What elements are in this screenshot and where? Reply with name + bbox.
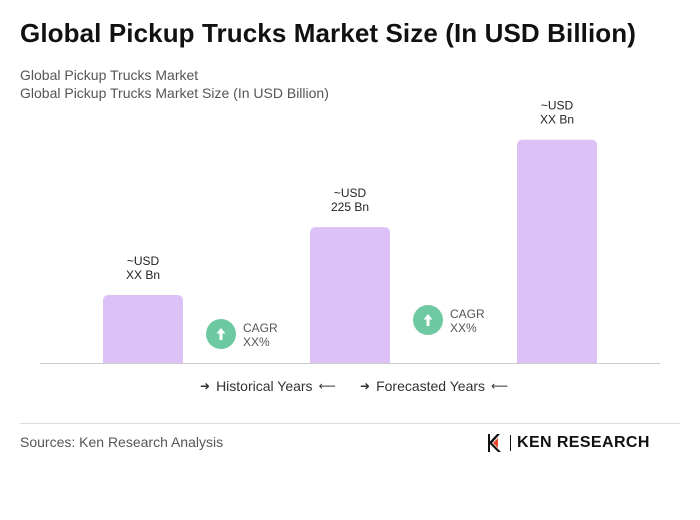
bar-value-label: 225 Bn <box>331 200 369 214</box>
chart-title: Global Pickup Trucks Market Size (In USD… <box>20 18 637 48</box>
chart-subtitle-secondary: Global Pickup Trucks Market Size (In USD… <box>20 85 329 101</box>
cagr-label: CAGR <box>243 321 278 335</box>
cagr-label: XX% <box>243 335 270 349</box>
arrow-left-icon: ⟵ <box>491 379 509 393</box>
sources-note: Sources: Ken Research Analysis <box>20 434 224 450</box>
ken-research-logo: KEN RESEARCH <box>486 433 650 453</box>
bar-value-label: ~USD <box>127 254 160 268</box>
cagr-label: XX% <box>450 321 477 335</box>
legend-forecasted: ➜ Forecasted Years ⟵ <box>360 378 508 394</box>
ken-research-logo-icon <box>488 434 501 452</box>
logo-text: KEN RESEARCH <box>517 434 650 451</box>
bar-value-label: XX Bn <box>540 113 574 127</box>
cagr-label: CAGR <box>450 307 485 321</box>
bar <box>103 295 183 363</box>
legend-historical-label: Historical Years <box>216 378 313 394</box>
arrow-right-icon: ➜ <box>360 379 371 393</box>
bar-value-label: XX Bn <box>126 268 160 282</box>
arrow-left-icon: ⟵ <box>318 379 336 393</box>
arrow-right-icon: ➜ <box>200 379 211 393</box>
arrow-up-icon <box>216 328 226 340</box>
arrow-up-icon <box>423 314 433 326</box>
legend-historical: ➜ Historical Years ⟵ <box>200 378 336 394</box>
footer-divider <box>20 423 680 424</box>
bar-value-label: ~USD <box>541 99 574 113</box>
legend-forecasted-label: Forecasted Years <box>376 378 486 394</box>
bar-value-label: ~USD <box>334 186 367 200</box>
bar <box>310 227 390 363</box>
chart-subtitle: Global Pickup Trucks Market <box>20 67 199 83</box>
logo-separator <box>510 435 511 451</box>
bar <box>517 139 597 363</box>
